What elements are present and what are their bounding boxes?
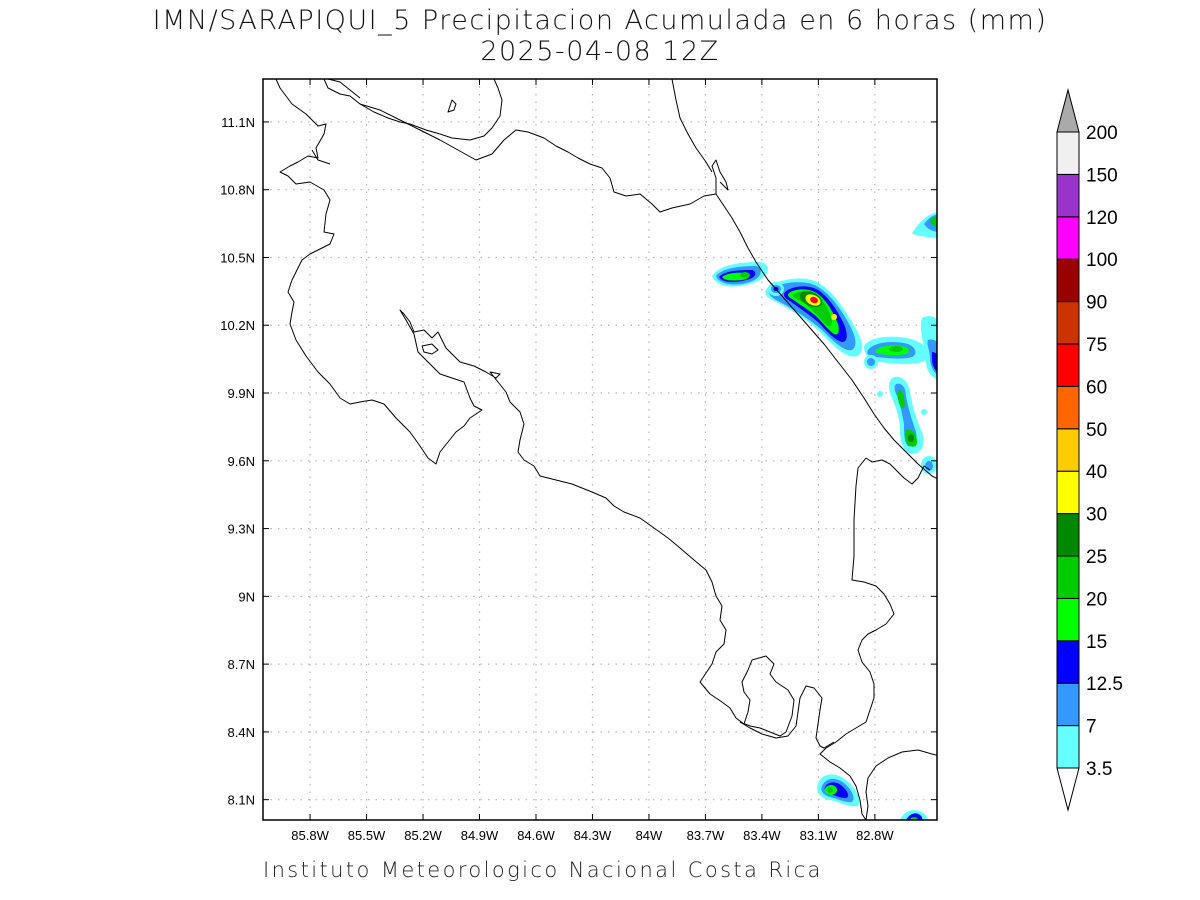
precip-band-north — [712, 262, 768, 287]
colorbar-swatch — [1056, 640, 1080, 684]
colorbar-label: 75 — [1086, 335, 1107, 356]
colorbar-label: 12.5 — [1086, 674, 1123, 695]
island-outline — [421, 343, 439, 355]
map-panel: 85.8W 85.5W 85.2W 84.9W 84.6W 84.3W 84W 83.7W 83… — [220, 78, 938, 843]
colorbar-label: 25 — [1086, 547, 1107, 568]
colorbar-swatch — [1056, 555, 1080, 599]
lat-tick-label: 9.3N — [228, 522, 255, 537]
colorbar-label: 30 — [1086, 505, 1107, 526]
lon-tick-label: 85.8W — [291, 828, 329, 843]
map-title: IMN/SARAPIQUI_5 Precipitacion Acumulada … — [152, 5, 1048, 36]
precip-band-east — [864, 316, 937, 380]
lat-tick-label: 10.2N — [220, 318, 255, 333]
precip-cell-northeast — [912, 212, 937, 238]
lat-tick-label: 10.5N — [220, 250, 255, 265]
colorbar-label: 40 — [1086, 462, 1107, 483]
pacific-coast — [275, 79, 795, 737]
lon-tick-label: 84.9W — [461, 828, 499, 843]
precipitation-field — [712, 212, 937, 820]
nicaragua-border — [359, 103, 729, 213]
osa-gulf-coast — [739, 685, 835, 749]
colorbar-label: 200 — [1086, 123, 1118, 144]
colorbar-label: 90 — [1086, 293, 1107, 314]
colorbar-label: 120 — [1086, 208, 1118, 229]
precip-cell-south — [817, 774, 928, 820]
colorbar-swatch — [1056, 725, 1080, 769]
colorbar-swatch — [1056, 131, 1080, 175]
colorbar-swatch — [1056, 258, 1080, 303]
island-outline — [447, 99, 457, 113]
colorbar-swatch — [1056, 301, 1080, 345]
colorbar-label: 100 — [1086, 250, 1118, 271]
map-subtitle-date: 2025-04-08 12Z — [480, 36, 720, 67]
lon-tick-label: 85.2W — [404, 828, 442, 843]
precip-area-25 — [740, 272, 750, 278]
footer-credit: Instituto Meteorologico Nacional Costa R… — [263, 858, 823, 882]
lat-tick-label: 8.4N — [228, 725, 255, 740]
caribbean-coast-north — [671, 79, 713, 173]
lon-tick-label: 84.3W — [574, 828, 612, 843]
colorbar-label: 3.5 — [1086, 759, 1112, 780]
lon-tick-label: 83.4W — [743, 828, 781, 843]
lat-tick-label: 10.8N — [220, 183, 255, 198]
precip-area-25 — [898, 390, 905, 408]
colorbar-swatch — [1056, 385, 1080, 430]
lake-nicaragua-shore — [323, 79, 503, 141]
lat-tick-label: 8.7N — [228, 657, 255, 672]
lat-tick-label: 9.9N — [228, 386, 255, 401]
lon-tick-label: 84.6W — [517, 828, 555, 843]
panama-border — [819, 457, 895, 820]
colorbar-swatch — [1056, 682, 1080, 727]
colorbar-label: 7 — [1086, 717, 1097, 738]
latitude-axis: 8.1N 8.4N 8.7N 9N 9.3N 9.6N 9.9N 10.2N 10.5N 10.8… — [220, 115, 937, 808]
lat-tick-label: 8.1N — [228, 793, 255, 808]
chiriqui-coast — [865, 749, 937, 820]
colorbar-label: 150 — [1086, 165, 1118, 186]
map-background — [263, 79, 937, 820]
colorbar-legend: 3.5 7 12.5 15 20 25 30 40 50 60 75 90 100 120 150 200 — [1056, 88, 1123, 812]
longitude-axis: 85.8W 85.5W 85.2W 84.9W 84.6W 84.3W 84W 83.7W 83… — [291, 79, 894, 843]
lon-tick-label: 82.8W — [856, 828, 894, 843]
precip-area-max — [810, 296, 818, 304]
colorbar-swatch — [1056, 470, 1080, 515]
lon-tick-label: 83.7W — [687, 828, 725, 843]
colorbar-min-arrow — [1056, 767, 1080, 812]
colorbar-swatch — [1056, 173, 1080, 218]
precip-area-25 — [889, 346, 903, 352]
colorbar-label: 20 — [1086, 589, 1107, 610]
colorbar-label: 15 — [1086, 632, 1107, 653]
lon-tick-label: 84W — [636, 828, 663, 843]
lat-tick-label: 9N — [238, 589, 255, 604]
colorbar-max-arrow — [1056, 88, 1080, 133]
lon-tick-label: 85.5W — [348, 828, 386, 843]
bocas-coast — [865, 457, 931, 485]
coastlines — [275, 79, 937, 820]
colorbar-swatch — [1056, 428, 1080, 472]
lon-tick-label: 83.1W — [800, 828, 838, 843]
precip-area-40 — [831, 314, 837, 320]
colorbar-swatch — [1056, 343, 1080, 387]
colorbar-label: 50 — [1086, 420, 1107, 441]
precip-band-central — [765, 278, 863, 357]
map-frame — [262, 78, 938, 821]
caribbean-coast-south — [715, 193, 937, 480]
colorbar-swatch — [1056, 513, 1080, 557]
colorbar-swatch — [1056, 216, 1080, 260]
lat-tick-label: 9.6N — [228, 454, 255, 469]
colorbar-swatch — [1056, 597, 1080, 642]
colorbar-label: 60 — [1086, 377, 1107, 398]
lat-tick-label: 11.1N — [221, 115, 255, 130]
